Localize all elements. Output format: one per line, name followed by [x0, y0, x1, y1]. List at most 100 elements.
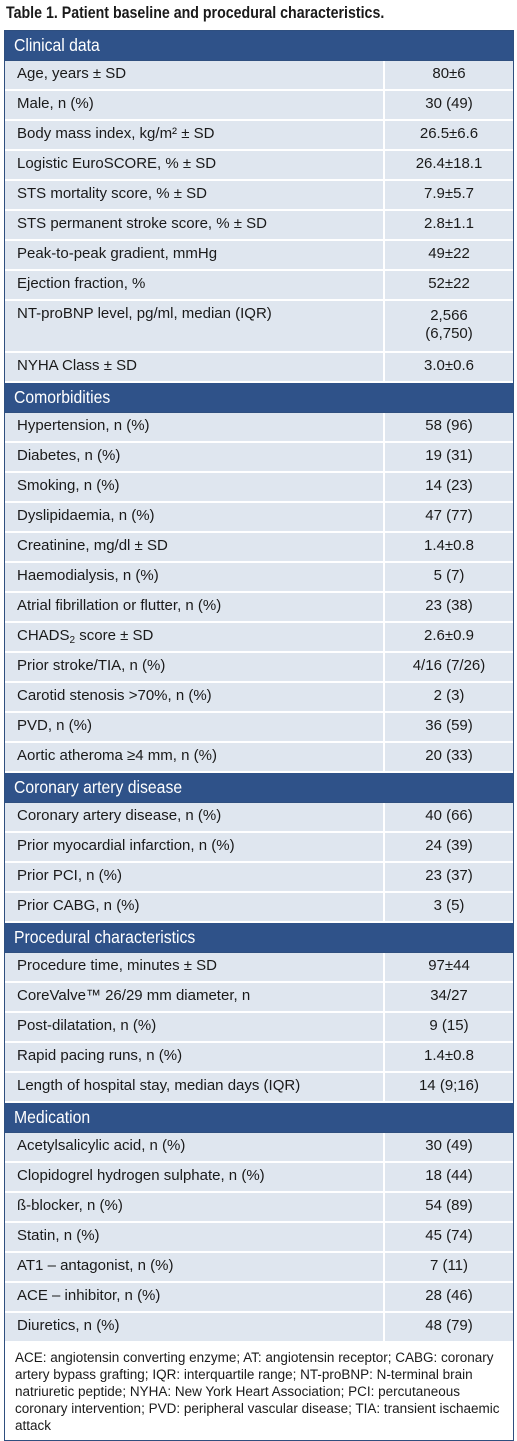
table-row: STS permanent stroke score, % ± SD 2.8±1.… [5, 211, 513, 241]
row-value: 3.0±0.6 [385, 353, 513, 381]
row-value: 97±44 [385, 953, 513, 981]
row-label: Creatinine, mg/dl ± SD [5, 533, 385, 561]
table-row: Hypertension, n (%) 58 (96) [5, 413, 513, 443]
row-value: 2,566 (6,750) [385, 301, 513, 351]
row-value: 14 (23) [385, 473, 513, 501]
table-row: Prior stroke/TIA, n (%) 4/16 (7/26) [5, 653, 513, 683]
table-row: Diabetes, n (%) 19 (31) [5, 443, 513, 473]
row-label: Aortic atheroma ≥4 mm, n (%) [5, 743, 385, 771]
row-value: 14 (9;16) [385, 1073, 513, 1101]
table-row: PVD, n (%) 36 (59) [5, 713, 513, 743]
row-value: 24 (39) [385, 833, 513, 861]
row-value: 48 (79) [385, 1313, 513, 1341]
row-value: 58 (96) [385, 413, 513, 441]
section-header-procedural-characteristics: Procedural characteristics [5, 923, 513, 953]
table-row: Peak-to-peak gradient, mmHg 49±22 [5, 241, 513, 271]
row-value: 4/16 (7/26) [385, 653, 513, 681]
section-header-medication: Medication [5, 1103, 513, 1133]
row-label: Coronary artery disease, n (%) [5, 803, 385, 831]
row-label: Prior CABG, n (%) [5, 893, 385, 921]
row-label: Prior stroke/TIA, n (%) [5, 653, 385, 681]
table-footnote: ACE: angiotensin converting enzyme; AT: … [5, 1343, 513, 1440]
row-value: 2.8±1.1 [385, 211, 513, 239]
table-row: Length of hospital stay, median days (IQ… [5, 1073, 513, 1103]
baseline-table: Clinical data Age, years ± SD 80±6 Male, … [4, 30, 514, 1441]
table-row: CoreValve™ 26/29 mm diameter, n 34/27 [5, 983, 513, 1013]
row-label: Ejection fraction, % [5, 271, 385, 299]
row-label: Acetylsalicylic acid, n (%) [5, 1133, 385, 1161]
row-label: Diabetes, n (%) [5, 443, 385, 471]
row-value: 26.5±6.6 [385, 121, 513, 149]
section-header-clinical-data: Clinical data [5, 31, 513, 61]
row-value: 26.4±18.1 [385, 151, 513, 179]
table-row: STS mortality score, % ± SD 7.9±5.7 [5, 181, 513, 211]
table-title: Table 1. Patient baseline and procedural… [6, 4, 385, 22]
row-label: Statin, n (%) [5, 1223, 385, 1251]
table-row: ß-blocker, n (%) 54 (89) [5, 1193, 513, 1223]
row-label: CHADS2 score ± SD [5, 623, 385, 651]
row-value: 30 (49) [385, 1133, 513, 1161]
table-row: Clopidogrel hydrogen sulphate, n (%) 18 (… [5, 1163, 513, 1193]
row-label: Procedure time, minutes ± SD [5, 953, 385, 981]
row-value: 20 (33) [385, 743, 513, 771]
row-label: Hypertension, n (%) [5, 413, 385, 441]
row-value: 45 (74) [385, 1223, 513, 1251]
row-label: NT-proBNP level, pg/ml, median (IQR) [5, 301, 385, 351]
row-label: Male, n (%) [5, 91, 385, 119]
row-label: Prior myocardial infarction, n (%) [5, 833, 385, 861]
table-row: Acetylsalicylic acid, n (%) 30 (49) [5, 1133, 513, 1163]
table-row: Dyslipidaemia, n (%) 47 (77) [5, 503, 513, 533]
table-row: Body mass index, kg/m² ± SD 26.5±6.6 [5, 121, 513, 151]
section-header-coronary-artery-disease: Coronary artery disease [5, 773, 513, 803]
table-row: Diuretics, n (%) 48 (79) [5, 1313, 513, 1343]
table-row: Haemodialysis, n (%) 5 (7) [5, 563, 513, 593]
table-row: Procedure time, minutes ± SD 97±44 [5, 953, 513, 983]
table-row: NT-proBNP level, pg/ml, median (IQR) 2,56… [5, 301, 513, 353]
row-label: Haemodialysis, n (%) [5, 563, 385, 591]
table-row: Creatinine, mg/dl ± SD 1.4±0.8 [5, 533, 513, 563]
row-value: 18 (44) [385, 1163, 513, 1191]
table-row: Rapid pacing runs, n (%) 1.4±0.8 [5, 1043, 513, 1073]
table-row: ACE – inhibitor, n (%) 28 (46) [5, 1283, 513, 1313]
table-row: Aortic atheroma ≥4 mm, n (%) 20 (33) [5, 743, 513, 773]
row-label: Diuretics, n (%) [5, 1313, 385, 1341]
row-label: PVD, n (%) [5, 713, 385, 741]
table-row: Statin, n (%) 45 (74) [5, 1223, 513, 1253]
table-row: Male, n (%) 30 (49) [5, 91, 513, 121]
row-value: 28 (46) [385, 1283, 513, 1311]
row-label: ACE – inhibitor, n (%) [5, 1283, 385, 1311]
row-label: Body mass index, kg/m² ± SD [5, 121, 385, 149]
table-row: AT1 – antagonist, n (%) 7 (11) [5, 1253, 513, 1283]
row-value: 34/27 [385, 983, 513, 1011]
table-row: Age, years ± SD 80±6 [5, 61, 513, 91]
row-label: Length of hospital stay, median days (IQ… [5, 1073, 385, 1101]
row-label: CoreValve™ 26/29 mm diameter, n [5, 983, 385, 1011]
row-value: 7 (11) [385, 1253, 513, 1281]
row-label: NYHA Class ± SD [5, 353, 385, 381]
row-value: 19 (31) [385, 443, 513, 471]
table-row: Ejection fraction, % 52±22 [5, 271, 513, 301]
row-value: 40 (66) [385, 803, 513, 831]
table-row: Carotid stenosis >70%, n (%) 2 (3) [5, 683, 513, 713]
section-header-comorbidities: Comorbidities [5, 383, 513, 413]
row-value: 23 (37) [385, 863, 513, 891]
row-value: 2 (3) [385, 683, 513, 711]
row-label: Dyslipidaemia, n (%) [5, 503, 385, 531]
row-label: Age, years ± SD [5, 61, 385, 89]
table-row: NYHA Class ± SD 3.0±0.6 [5, 353, 513, 383]
row-value: 54 (89) [385, 1193, 513, 1221]
row-label: Prior PCI, n (%) [5, 863, 385, 891]
table-row: Atrial fibrillation or flutter, n (%) 23 … [5, 593, 513, 623]
row-value: 49±22 [385, 241, 513, 269]
table-row: Prior PCI, n (%) 23 (37) [5, 863, 513, 893]
row-value: 7.9±5.7 [385, 181, 513, 209]
table-row: CHADS2 score ± SD 2.6±0.9 [5, 623, 513, 653]
row-value: 80±6 [385, 61, 513, 89]
row-value: 30 (49) [385, 91, 513, 119]
row-label: Logistic EuroSCORE, % ± SD [5, 151, 385, 179]
row-value: 2.6±0.9 [385, 623, 513, 651]
row-label: STS mortality score, % ± SD [5, 181, 385, 209]
row-value: 36 (59) [385, 713, 513, 741]
row-label: Post-dilatation, n (%) [5, 1013, 385, 1041]
row-label: ß-blocker, n (%) [5, 1193, 385, 1221]
